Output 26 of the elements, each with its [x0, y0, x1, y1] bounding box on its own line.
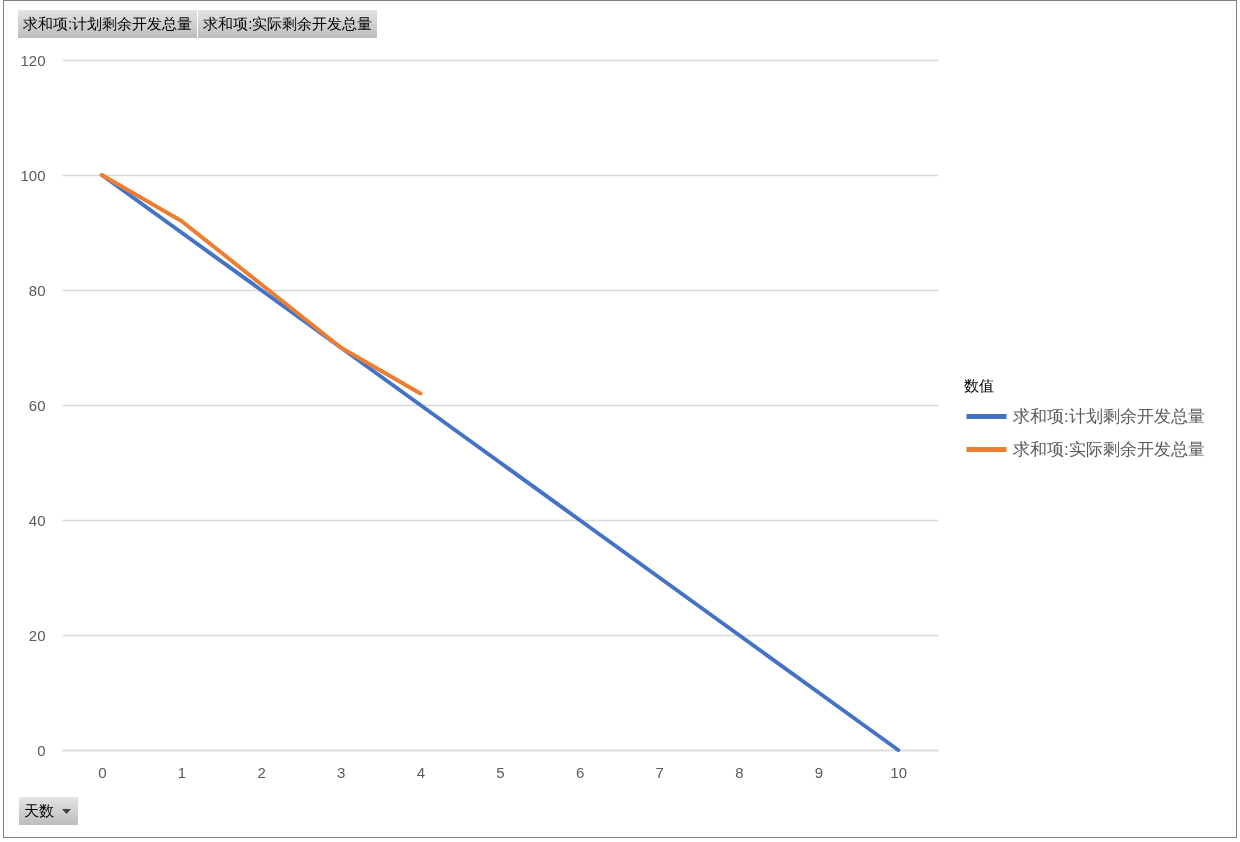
- y-tick-label: 60: [28, 396, 46, 414]
- x-tick-label: 3: [337, 763, 346, 781]
- x-tick-label: 7: [655, 763, 664, 781]
- y-tick-label: 40: [28, 511, 46, 529]
- x-tick-label: 5: [496, 763, 505, 781]
- y-tick-label: 20: [28, 626, 46, 644]
- line-series: [99, 173, 423, 396]
- field-button: 求和项:实际剩余开发总量: [198, 10, 378, 38]
- y-tick-label: 120: [20, 51, 46, 69]
- legend-title: 数值: [964, 377, 994, 394]
- x-tick-label: 8: [735, 763, 744, 781]
- x-tick-label: 6: [575, 763, 585, 781]
- x-tick-label: 2: [257, 763, 266, 781]
- x-tick-label: 4: [416, 763, 426, 781]
- x-tick-label: 1: [177, 763, 187, 781]
- legend-label: 求和项:计划剩余开发总量: [1013, 406, 1205, 426]
- legend-label: 求和项:实际剩余开发总量: [1013, 439, 1205, 459]
- field-button: 求和项:计划剩余开发总量: [18, 10, 198, 38]
- y-tick-label: 100: [20, 166, 46, 184]
- x-tick-label: 9: [814, 763, 824, 781]
- field-button: 天数: [19, 797, 78, 825]
- y-tick-label: 80: [28, 281, 46, 299]
- x-tick-label: 0: [98, 763, 107, 781]
- x-tick-label: 10: [890, 763, 908, 781]
- x-axis-title: 天数: [24, 801, 54, 821]
- y-tick-label: 0: [37, 741, 46, 759]
